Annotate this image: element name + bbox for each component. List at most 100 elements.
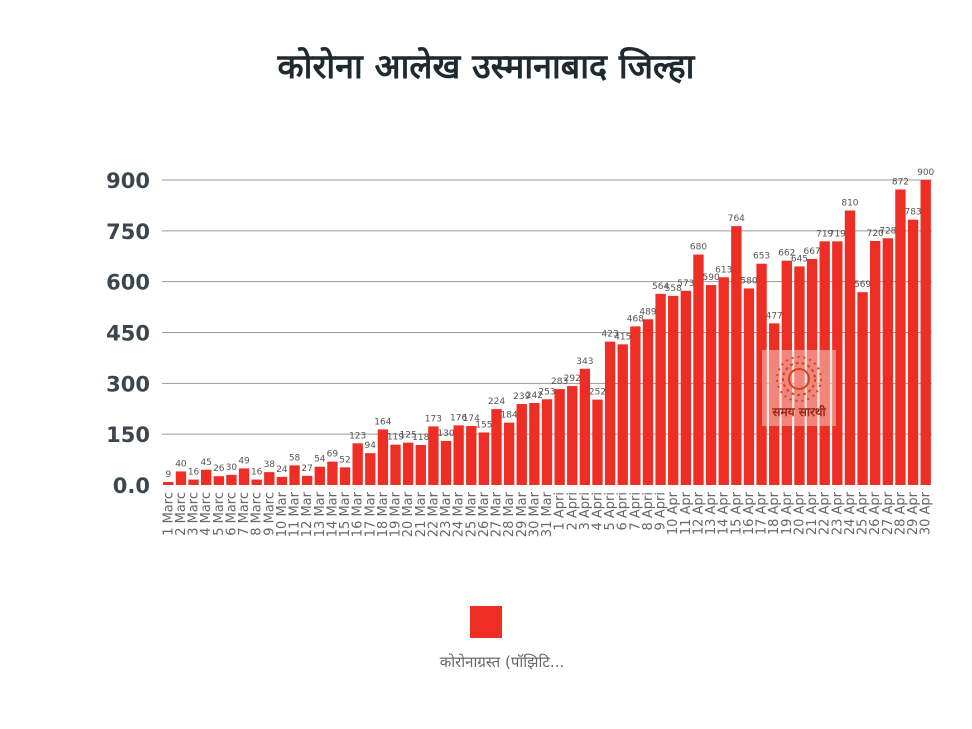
x-tick-label: 31 Mar (540, 491, 555, 537)
data-label: 719 (816, 229, 833, 239)
data-label: 558 (665, 284, 682, 294)
bar (415, 445, 426, 485)
bar (377, 429, 389, 485)
x-tick-label: 2 Apri (565, 492, 580, 531)
bar (693, 254, 704, 485)
data-label: 224 (488, 397, 505, 407)
x-tick-label: 13 Apr (704, 491, 719, 535)
bar (352, 443, 363, 485)
x-tick-label: 13 Mar (313, 491, 328, 537)
data-label: 45 (200, 458, 211, 468)
bar (163, 481, 174, 485)
data-label: 54 (314, 455, 326, 465)
bar (655, 293, 666, 485)
data-label: 573 (677, 279, 694, 289)
bar (705, 285, 717, 485)
x-tick-label: 30 Apr (919, 491, 934, 535)
data-label: 123 (349, 431, 366, 441)
bar (201, 469, 212, 485)
bar (743, 288, 755, 485)
x-tick-label: 21 Mar (414, 491, 429, 537)
grid-lines (162, 179, 932, 435)
data-label: 468 (627, 314, 644, 324)
x-tick-label: 18 Apr (767, 491, 782, 535)
bar (882, 238, 893, 485)
y-tick-label: 300 (106, 372, 150, 396)
data-label: 49 (238, 456, 250, 466)
chart-title: कोरोना आलेख उस्मानाबाद जिल्हा (277, 47, 695, 87)
bar (592, 399, 603, 485)
x-tick-label: 23 Apr (830, 491, 845, 535)
bar (604, 341, 616, 485)
data-label: 613 (715, 265, 732, 275)
bar (718, 277, 729, 485)
bar (289, 465, 300, 485)
legend-label: कोरोनाग्रस्त (पॉझिटि... (439, 653, 565, 671)
data-label: 590 (703, 273, 720, 283)
bar (226, 474, 237, 485)
data-label: 252 (589, 388, 606, 398)
y-tick-label: 150 (106, 423, 150, 447)
x-tick-label: 26 Apr (868, 491, 883, 535)
data-label: 16 (188, 468, 200, 478)
x-tick-label: 19 Mar (389, 491, 404, 537)
data-label: 764 (728, 214, 745, 224)
x-tick-label: 4 Marc (199, 492, 214, 536)
x-tick-label: 2 Marc (174, 492, 189, 536)
data-label: 667 (803, 247, 820, 257)
x-tick-label: 5 Marc (212, 492, 227, 536)
x-tick-label: 15 Apr (729, 491, 744, 535)
data-label: 653 (753, 252, 770, 262)
x-tick-label: 11 Apr (679, 491, 694, 535)
x-tick-label: 4 Apri (590, 492, 605, 531)
bar (327, 461, 338, 485)
data-label: 728 (879, 226, 896, 236)
x-tick-label: 29 Mar (515, 491, 530, 537)
data-label: 239 (513, 392, 530, 402)
watermark-logo: समय सारथी (762, 350, 836, 426)
bar (188, 479, 199, 485)
bar (264, 472, 275, 485)
bar (541, 399, 553, 485)
data-label: 52 (339, 455, 350, 465)
data-label: 40 (175, 459, 187, 469)
x-tick-label: 9 Marc (262, 492, 277, 536)
bar (478, 432, 490, 485)
data-label: 94 (365, 441, 377, 451)
x-tick-label: 6 Apri (616, 492, 631, 531)
data-label: 283 (551, 377, 568, 387)
bar (668, 295, 679, 485)
x-tick-label: 10 Mar (275, 491, 290, 537)
bar (567, 386, 578, 485)
data-label: 118 (412, 433, 429, 443)
bar (617, 344, 628, 485)
x-tick-label: 29 Apr (906, 491, 921, 535)
data-label: 720 (867, 229, 884, 239)
bar (579, 368, 591, 485)
bar (238, 468, 250, 485)
data-label: 489 (639, 307, 656, 317)
data-label: 58 (289, 453, 301, 463)
bar (870, 241, 881, 485)
bar (251, 479, 262, 485)
y-tick-label: 900 (106, 169, 150, 193)
bar (213, 476, 224, 485)
x-tick-label: 30 Mar (527, 491, 542, 537)
x-tick-label: 8 Marc (250, 492, 265, 536)
bar (844, 210, 856, 485)
x-tick-label: 25 Mar (464, 491, 479, 537)
bar (276, 476, 288, 485)
x-tick-label: 1 Apri (553, 492, 568, 531)
x-tick-label: 7 Marc (237, 492, 252, 536)
y-tick-label: 450 (106, 322, 150, 346)
data-label: 242 (526, 391, 543, 401)
x-tick-label: 3 Apri (578, 492, 593, 531)
y-tick-label: 0.0 (113, 474, 150, 498)
data-label: 253 (538, 387, 555, 397)
data-label: 173 (425, 414, 442, 424)
sun-emblem-icon (776, 356, 822, 402)
data-label: 423 (602, 330, 619, 340)
bar (390, 444, 401, 485)
bar (756, 263, 767, 485)
bar (832, 241, 843, 485)
